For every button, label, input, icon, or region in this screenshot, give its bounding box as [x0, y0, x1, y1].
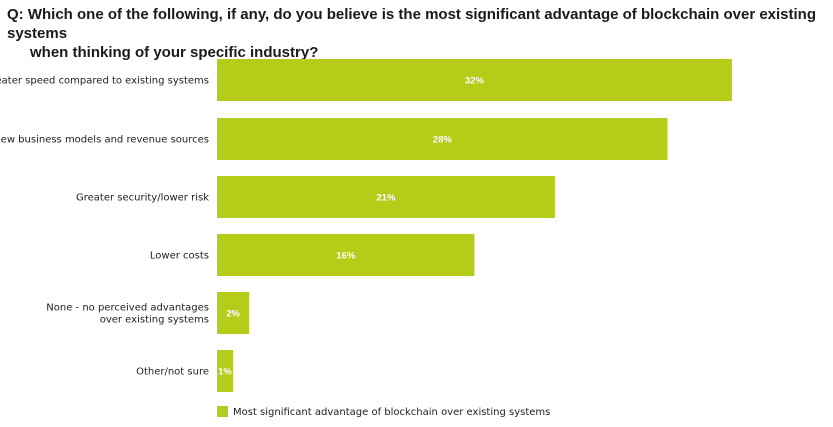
category-label-4-line-0: None - no perceived advantages [46, 303, 209, 314]
bar-1 [217, 118, 668, 160]
category-label-4-line-1: over existing systems [100, 315, 209, 326]
value-label-1: 28% [433, 135, 453, 146]
value-label-4: 2% [226, 309, 240, 320]
chart-title: Q: Which one of the following, if any, d… [7, 5, 827, 62]
legend-swatch [217, 406, 228, 417]
value-label-2: 21% [376, 193, 396, 204]
bar-4 [217, 292, 250, 334]
bar-2 [217, 176, 555, 218]
value-label-0: 32% [465, 76, 485, 87]
category-label-0: Greater speed compared to existing syste… [0, 76, 209, 87]
title-line-1: Which one of the following, if any, do y… [7, 6, 817, 42]
bar-3 [217, 234, 475, 276]
bar-5 [217, 350, 234, 392]
value-label-3: 16% [336, 251, 356, 262]
category-label-1: New business models and revenue sources [0, 135, 209, 146]
category-label-3-line-0: Lower costs [150, 251, 209, 262]
title-line-2: when thinking of your specific industry? [30, 44, 319, 61]
legend: Most significant advantage of blockchain… [217, 406, 550, 418]
category-label-1-line-0: New business models and revenue sources [0, 135, 209, 146]
category-label-5: Other/not sure [136, 367, 209, 378]
value-label-5: 1% [218, 367, 232, 378]
category-label-4: None - no perceived advantages over exist… [46, 303, 209, 326]
category-label-3: Lower costs [150, 251, 209, 262]
category-label-2: Greater security/lower risk [76, 193, 209, 204]
title-prefix: Q: [7, 6, 24, 23]
category-label-0-line-0: Greater speed compared to existing syste… [0, 76, 209, 87]
legend-label: Most significant advantage of blockchain… [233, 407, 550, 418]
bars-group: 32% Greater speed compared to existing sy… [0, 59, 732, 392]
category-label-2-line-0: Greater security/lower risk [76, 193, 209, 204]
bar-0 [217, 59, 732, 101]
category-label-5-line-0: Other/not sure [136, 367, 209, 378]
